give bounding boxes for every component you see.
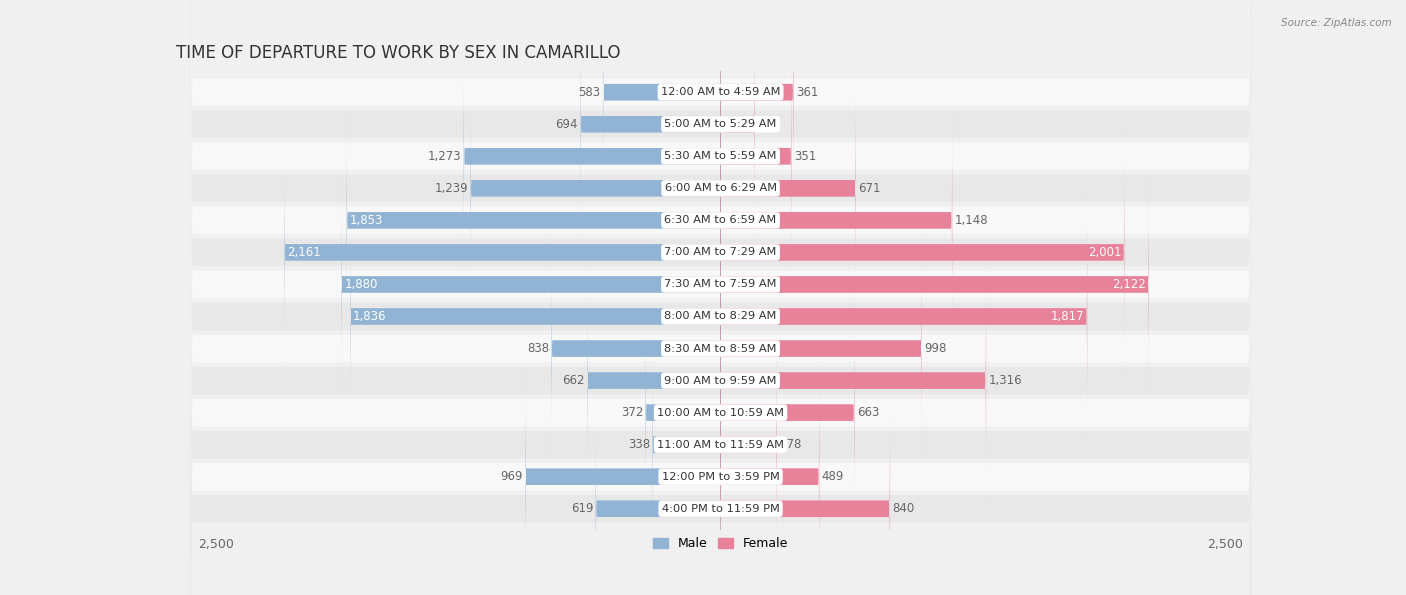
Text: 662: 662 [562, 374, 585, 387]
Text: 6:30 AM to 6:59 AM: 6:30 AM to 6:59 AM [665, 215, 776, 226]
FancyBboxPatch shape [190, 42, 1251, 595]
FancyBboxPatch shape [347, 101, 721, 340]
FancyBboxPatch shape [721, 389, 890, 595]
Text: 694: 694 [555, 118, 578, 131]
Text: 671: 671 [859, 182, 882, 195]
Text: TIME OF DEPARTURE TO WORK BY SEX IN CAMARILLO: TIME OF DEPARTURE TO WORK BY SEX IN CAMA… [176, 43, 620, 61]
FancyBboxPatch shape [721, 357, 820, 595]
FancyBboxPatch shape [721, 36, 792, 276]
Text: 1,148: 1,148 [955, 214, 988, 227]
Text: 9:00 AM to 9:59 AM: 9:00 AM to 9:59 AM [664, 375, 778, 386]
Text: 4:00 PM to 11:59 PM: 4:00 PM to 11:59 PM [662, 504, 779, 513]
FancyBboxPatch shape [721, 197, 1087, 436]
FancyBboxPatch shape [721, 133, 1125, 372]
Text: 11:00 AM to 11:59 AM: 11:00 AM to 11:59 AM [657, 440, 785, 450]
Text: 838: 838 [527, 342, 550, 355]
Text: 170: 170 [758, 118, 780, 131]
FancyBboxPatch shape [190, 0, 1251, 595]
FancyBboxPatch shape [190, 0, 1251, 595]
Text: 2,161: 2,161 [288, 246, 322, 259]
FancyBboxPatch shape [190, 0, 1251, 595]
FancyBboxPatch shape [652, 325, 721, 565]
FancyBboxPatch shape [284, 133, 721, 372]
Legend: Male, Female: Male, Female [648, 533, 793, 555]
FancyBboxPatch shape [190, 0, 1251, 559]
Text: 8:00 AM to 8:29 AM: 8:00 AM to 8:29 AM [665, 312, 776, 321]
FancyBboxPatch shape [721, 101, 952, 340]
FancyBboxPatch shape [603, 0, 721, 212]
FancyBboxPatch shape [645, 293, 721, 533]
Text: 1,817: 1,817 [1050, 310, 1084, 323]
FancyBboxPatch shape [190, 0, 1251, 595]
Text: 372: 372 [620, 406, 643, 419]
Text: 12:00 AM to 4:59 AM: 12:00 AM to 4:59 AM [661, 87, 780, 97]
Text: 2,122: 2,122 [1112, 278, 1146, 291]
FancyBboxPatch shape [350, 197, 721, 436]
FancyBboxPatch shape [190, 0, 1251, 595]
FancyBboxPatch shape [721, 68, 856, 308]
Text: 5:00 AM to 5:29 AM: 5:00 AM to 5:29 AM [665, 119, 776, 129]
FancyBboxPatch shape [190, 0, 1251, 595]
FancyBboxPatch shape [190, 0, 1251, 591]
Text: 583: 583 [578, 86, 600, 99]
Text: 5:30 AM to 5:59 AM: 5:30 AM to 5:59 AM [664, 151, 778, 161]
Text: Source: ZipAtlas.com: Source: ZipAtlas.com [1281, 18, 1392, 28]
Text: 840: 840 [893, 502, 915, 515]
Text: 7:00 AM to 7:29 AM: 7:00 AM to 7:29 AM [665, 248, 776, 258]
FancyBboxPatch shape [581, 4, 721, 244]
Text: 6:00 AM to 6:29 AM: 6:00 AM to 6:29 AM [665, 183, 776, 193]
Text: 1,836: 1,836 [353, 310, 387, 323]
FancyBboxPatch shape [190, 0, 1251, 595]
FancyBboxPatch shape [190, 0, 1251, 595]
Text: 351: 351 [794, 150, 815, 163]
Text: 8:30 AM to 8:59 AM: 8:30 AM to 8:59 AM [664, 343, 778, 353]
FancyBboxPatch shape [721, 0, 793, 212]
FancyBboxPatch shape [721, 261, 986, 500]
Text: 969: 969 [501, 470, 523, 483]
FancyBboxPatch shape [471, 68, 721, 308]
FancyBboxPatch shape [190, 0, 1251, 595]
Text: 1,239: 1,239 [434, 182, 468, 195]
FancyBboxPatch shape [524, 357, 721, 595]
Text: 361: 361 [796, 86, 818, 99]
Text: 10:00 AM to 10:59 AM: 10:00 AM to 10:59 AM [657, 408, 785, 418]
Text: 619: 619 [571, 502, 593, 515]
FancyBboxPatch shape [190, 0, 1251, 595]
Text: 7:30 AM to 7:59 AM: 7:30 AM to 7:59 AM [664, 280, 778, 289]
Text: 2,001: 2,001 [1088, 246, 1122, 259]
FancyBboxPatch shape [342, 165, 721, 404]
FancyBboxPatch shape [190, 10, 1251, 595]
FancyBboxPatch shape [721, 228, 922, 468]
Text: 489: 489 [821, 470, 844, 483]
Text: 278: 278 [779, 438, 801, 451]
Text: 338: 338 [628, 438, 650, 451]
FancyBboxPatch shape [721, 4, 755, 244]
Text: 663: 663 [856, 406, 879, 419]
FancyBboxPatch shape [551, 228, 721, 468]
Text: 12:00 PM to 3:59 PM: 12:00 PM to 3:59 PM [662, 472, 779, 482]
Text: 1,853: 1,853 [350, 214, 382, 227]
FancyBboxPatch shape [721, 325, 776, 565]
FancyBboxPatch shape [586, 261, 721, 500]
Text: 1,880: 1,880 [344, 278, 378, 291]
Text: 1,273: 1,273 [427, 150, 461, 163]
Text: 1,316: 1,316 [988, 374, 1022, 387]
FancyBboxPatch shape [596, 389, 721, 595]
FancyBboxPatch shape [721, 165, 1149, 404]
FancyBboxPatch shape [464, 36, 721, 276]
Text: 998: 998 [924, 342, 946, 355]
FancyBboxPatch shape [721, 293, 855, 533]
